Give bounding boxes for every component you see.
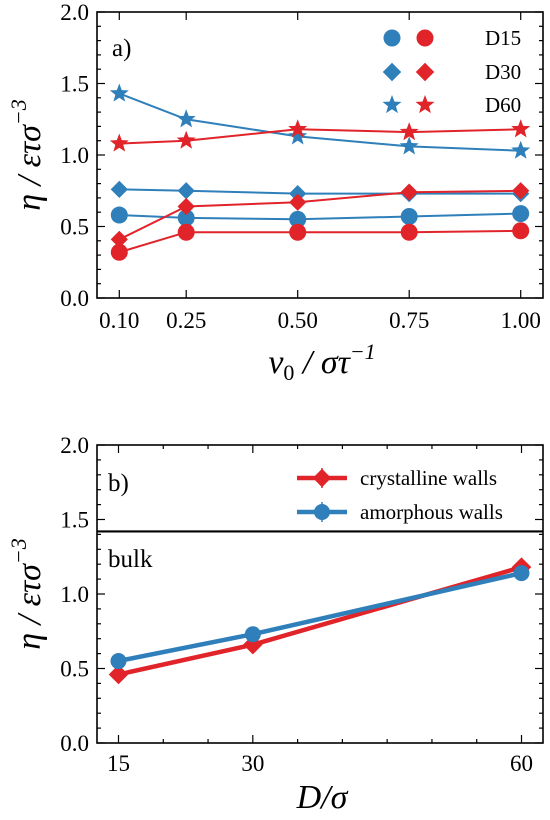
- legend-label: D60: [485, 93, 521, 117]
- legend-label: amorphous walls: [360, 500, 503, 524]
- panel-a-ytick-label: 1.0: [60, 143, 89, 168]
- bulk-label: bulk: [108, 546, 153, 573]
- panel-a-point: [177, 209, 195, 227]
- panel-a-ytick-label: 0.0: [60, 286, 89, 311]
- panel-a-point: [177, 182, 195, 200]
- panel-a-point: [288, 126, 308, 145]
- panel-b-xtick-label: 30: [241, 751, 264, 776]
- panel-a-point: [177, 223, 195, 241]
- panel-a-point: [512, 205, 530, 223]
- panel-a-tag: a): [112, 35, 131, 62]
- panel-a-point: [110, 180, 128, 198]
- panel-a-xlabel: v0 / στ−1: [268, 339, 375, 385]
- panel-b-point: [244, 626, 261, 643]
- panel-a-point: [110, 206, 128, 224]
- panel-b-ytick-label: 1.5: [60, 508, 89, 533]
- panel-a-point: [400, 183, 418, 201]
- legend-label: D30: [485, 60, 521, 84]
- panel-a: 0.0 0.5 1.0 1.5 2.0 0.10 0.25 0.50 0.75 1.00 a) D…: [6, 0, 544, 385]
- panel-a-xtick-label: 0.50: [278, 308, 318, 333]
- panel-a-point: [289, 210, 307, 228]
- legend-marker-amorphous: [383, 29, 401, 47]
- legend-label: crystalline walls: [360, 466, 497, 490]
- legend-marker-crystalline: [416, 29, 434, 47]
- panel-a-xtick-label: 0.10: [99, 308, 139, 333]
- legend-marker-crystalline: [415, 95, 435, 114]
- panel-b-ylabel: η / ετσ−3: [6, 538, 48, 650]
- panel-b-tag: b): [108, 470, 129, 497]
- legend-marker-crystalline: [415, 62, 435, 82]
- panel-b-xlabel: D/σ: [296, 779, 349, 816]
- panel-a-point: [109, 83, 129, 102]
- panel-b-ytick-label: 1.0: [60, 582, 89, 607]
- panel-a-point: [176, 130, 196, 149]
- panel-a-ylabel: η / ετσ−3: [6, 99, 48, 211]
- panel-a-point: [512, 222, 530, 240]
- panel-a-point: [288, 119, 308, 138]
- panel-a-point: [109, 133, 129, 152]
- legend-marker: [312, 468, 332, 488]
- panel-a-point: [400, 223, 418, 241]
- panel-b-ylabel-exp: −3: [6, 538, 31, 564]
- panel-a-ytick-label: 1.5: [60, 72, 89, 97]
- panel-a-series-line: [119, 128, 521, 145]
- panel-b-ytick-label: 0.5: [60, 657, 89, 682]
- panel-a-point: [512, 182, 530, 200]
- panel-b-point: [110, 653, 127, 670]
- panel-b-xtick-label: 60: [510, 751, 533, 776]
- panel-a-point: [110, 243, 128, 261]
- legend-marker: [314, 504, 330, 520]
- panel-b: 0.0 0.5 1.0 1.5 2.0 15 30 60 b) bulk crystallin…: [6, 433, 544, 816]
- panel-a-point: [511, 140, 531, 159]
- panel-a-xtick-label: 1.00: [501, 308, 541, 333]
- panel-a-frame: [96, 11, 544, 299]
- panel-a-ylabel-exp: −3: [6, 99, 31, 125]
- panel-b-point: [513, 565, 530, 582]
- panel-a-point: [399, 136, 419, 155]
- panel-b-legend: crystalline walls amorphous walls: [297, 466, 503, 524]
- panel-a-point: [110, 230, 128, 248]
- panel-a-point: [289, 223, 307, 241]
- panel-b-point: [108, 664, 129, 685]
- panel-a-point: [511, 119, 531, 138]
- legend-label: D15: [485, 26, 521, 50]
- panel-b-ytick-label: 2.0: [60, 433, 89, 458]
- legend-marker-amorphous: [382, 62, 402, 82]
- panel-a-xlabel-sub: 0: [283, 360, 294, 385]
- panel-a-xtick-label: 0.75: [389, 308, 429, 333]
- panel-a-series-line: [118, 92, 521, 152]
- panel-a-point: [289, 193, 307, 211]
- panel-a-xlabel-exp: −1: [350, 339, 376, 364]
- panel-b-xtick-label: 15: [107, 751, 130, 776]
- panel-a-ytick-label: 2.0: [60, 0, 89, 25]
- panel-a-point: [177, 197, 195, 216]
- panel-a-xtick-label: 0.25: [166, 308, 206, 333]
- panel-a-point: [400, 207, 418, 225]
- panel-a-legend: D15 D30 D60: [382, 26, 521, 117]
- panel-a-point: [176, 109, 196, 128]
- panel-a-ytick-label: 0.5: [60, 215, 89, 240]
- legend-marker-amorphous: [382, 95, 402, 114]
- panel-b-series-line: [118, 570, 522, 664]
- panel-b-ytick-label: 0.0: [60, 731, 89, 756]
- panel-a-point: [399, 122, 419, 141]
